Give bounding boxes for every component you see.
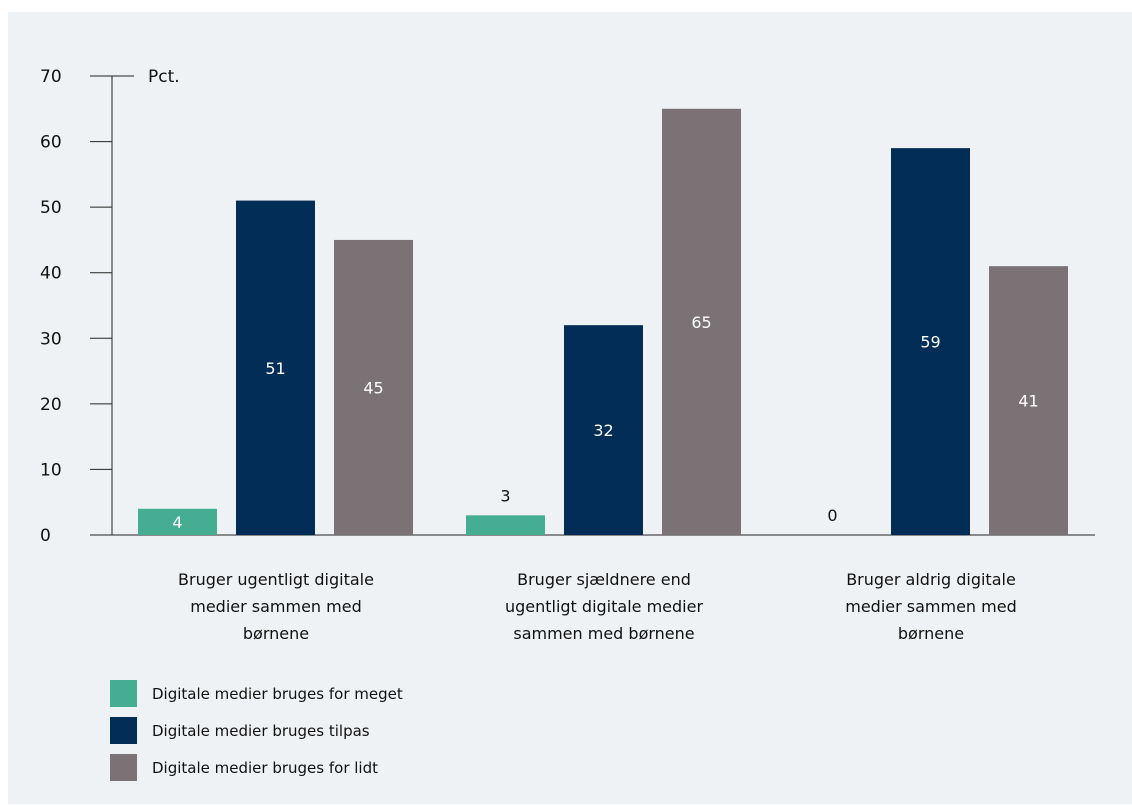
data-label-0-0: 4 — [172, 513, 182, 532]
category-label-2-line-1: medier sammen med — [845, 597, 1017, 616]
y-tick-label-50: 50 — [40, 198, 62, 218]
data-label-1-2: 65 — [691, 313, 711, 332]
bars — [138, 108, 1068, 536]
y-tick-label-60: 60 — [40, 133, 62, 153]
y-tick-label-0: 0 — [40, 526, 51, 546]
legend-label-0: Digitale medier bruges for meget — [152, 685, 403, 703]
category-label-0-line-0: Bruger ugentligt digitale — [178, 570, 374, 589]
y-tick-label-40: 40 — [40, 264, 62, 284]
category-label-1-line-1: ugentligt digitale medier — [505, 597, 703, 616]
legend-label-2: Digitale medier bruges for lidt — [152, 759, 378, 777]
legend-label-1: Digitale medier bruges tilpas — [152, 722, 370, 740]
data-label-0-2: 45 — [363, 378, 383, 397]
category-label-0-line-2: børnene — [243, 624, 309, 643]
category-label-0-line-1: medier sammen med — [190, 597, 362, 616]
bar-1-0 — [466, 515, 545, 535]
legend-swatch-0 — [110, 680, 137, 707]
y-unit-label: Pct. — [148, 67, 180, 87]
category-label-1-line-2: sammen med børnene — [513, 624, 694, 643]
y-tick-label-30: 30 — [40, 329, 62, 349]
y-tick-label-70: 70 — [40, 67, 62, 87]
data-label-1-0: 3 — [500, 486, 510, 505]
legend-swatch-1 — [110, 717, 137, 744]
bar-1-2 — [662, 108, 741, 536]
data-label-1-1: 32 — [593, 421, 613, 440]
legend-swatch-2 — [110, 754, 137, 781]
bar-2-2 — [989, 266, 1068, 535]
bar-0-0 — [138, 508, 217, 535]
category-label-1-line-0: Bruger sjældnere end — [517, 570, 691, 589]
bar-1-1 — [564, 325, 643, 535]
data-labels: 4 51 45 3 32 65 0 59 41 — [172, 313, 1038, 532]
legend: Digitale medier bruges for meget Digitale… — [110, 680, 403, 781]
y-tick-label-20: 20 — [40, 395, 62, 415]
category-label-2-line-0: Bruger aldrig digitale — [846, 570, 1016, 589]
category-label-2-line-2: børnene — [898, 624, 964, 643]
data-label-0-1: 51 — [265, 359, 285, 378]
bar-2-1 — [891, 148, 970, 535]
bar-0-2 — [334, 239, 413, 535]
category-labels: Bruger ugentligt digitale medier sammen m… — [178, 570, 1017, 643]
data-label-2-1: 59 — [920, 333, 940, 352]
y-tick-label-10: 10 — [40, 460, 62, 480]
data-label-2-2: 41 — [1018, 392, 1038, 411]
data-label-2-0: 0 — [827, 506, 837, 525]
bar-0-1 — [236, 200, 315, 536]
